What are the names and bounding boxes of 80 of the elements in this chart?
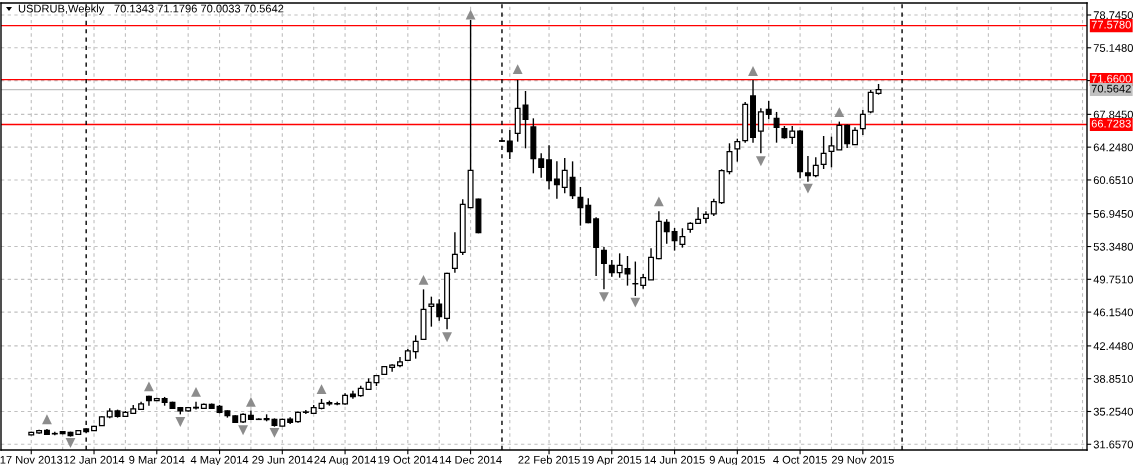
y-tick-label: 64.2480 bbox=[1093, 143, 1133, 152]
candlestick bbox=[734, 137, 741, 163]
x-tick-label: 19 Oct 2014 bbox=[378, 455, 438, 464]
candlestick bbox=[648, 247, 655, 281]
y-tick-label: 56.9450 bbox=[1093, 210, 1133, 218]
candlestick bbox=[757, 107, 764, 155]
y-tick-label: 60.6510 bbox=[1093, 176, 1133, 185]
x-tick-label: 19 Apr 2015 bbox=[582, 455, 642, 465]
x-tick-label: 22 Feb 2015 bbox=[518, 455, 580, 464]
point bbox=[465, 9, 476, 20]
candlestick bbox=[553, 160, 560, 200]
candlestick bbox=[561, 157, 568, 195]
point bbox=[191, 387, 201, 397]
y-tick-label: 42.4480 bbox=[1093, 342, 1133, 351]
point bbox=[269, 428, 280, 438]
candlestick bbox=[522, 90, 529, 150]
ref-line-label: 66.7283 bbox=[1091, 119, 1131, 128]
ref-line-label: 71.6600 bbox=[1091, 74, 1131, 83]
point bbox=[42, 414, 52, 425]
point bbox=[834, 107, 845, 117]
candlestick bbox=[600, 246, 607, 291]
candlestick bbox=[695, 206, 702, 225]
candlestick bbox=[506, 129, 513, 160]
candlestick bbox=[773, 111, 780, 144]
candlestick bbox=[812, 156, 819, 179]
candlestick bbox=[828, 135, 835, 168]
point bbox=[418, 274, 429, 285]
x-tick-label: 4 May 2014 bbox=[190, 455, 249, 465]
x-tick-label: 14 Jun 2015 bbox=[644, 455, 705, 464]
point bbox=[246, 397, 256, 407]
x-tick-label: 9 Aug 2015 bbox=[709, 455, 765, 465]
candlestick bbox=[577, 186, 584, 227]
candlestick bbox=[765, 100, 772, 121]
point bbox=[653, 196, 664, 207]
y-tick-label: 75.1480 bbox=[1093, 44, 1133, 52]
y-tick-label: 67.8450 bbox=[1093, 110, 1133, 119]
y-tick-label: 46.1540 bbox=[1093, 308, 1133, 317]
candlestick bbox=[428, 295, 435, 328]
x-tick-label: 17 Nov 2013 bbox=[0, 455, 63, 464]
candlestick bbox=[569, 160, 576, 200]
x-tick-label: 4 Oct 2015 bbox=[773, 455, 827, 464]
y-tick-label: 49.7510 bbox=[1093, 275, 1133, 284]
x-tick-label: 29 Jun 2014 bbox=[252, 455, 313, 464]
point bbox=[175, 417, 186, 427]
x-tick-label: 29 Nov 2015 bbox=[831, 455, 894, 464]
candlestick bbox=[412, 334, 419, 360]
y-tick-label: 38.8510 bbox=[1093, 374, 1133, 383]
candlestick bbox=[859, 109, 866, 136]
point bbox=[755, 156, 766, 167]
point bbox=[599, 292, 609, 303]
candlestick bbox=[436, 298, 443, 322]
point bbox=[442, 332, 452, 343]
candlestick bbox=[804, 155, 811, 183]
candlestick bbox=[546, 144, 553, 191]
x-tick-label: 24 Aug 2014 bbox=[314, 455, 376, 465]
y-tick-label: 31.6570 bbox=[1093, 440, 1133, 449]
point bbox=[144, 381, 154, 392]
candlestick bbox=[538, 152, 545, 179]
x-tick-label: 14 Dec 2014 bbox=[439, 455, 502, 464]
ref-line-label: 77.5780 bbox=[1091, 20, 1131, 29]
point bbox=[238, 425, 248, 436]
point bbox=[65, 438, 76, 448]
point bbox=[748, 66, 758, 76]
candlestick bbox=[585, 197, 592, 224]
point bbox=[630, 297, 641, 308]
ref-line-label: 70.5642 bbox=[1091, 84, 1131, 93]
chart-title: USDRUB,Weekly bbox=[18, 4, 105, 15]
candlestick bbox=[820, 135, 827, 170]
point bbox=[512, 64, 523, 75]
point bbox=[316, 384, 327, 395]
y-tick-label: 35.2540 bbox=[1093, 407, 1133, 416]
y-tick-label: 53.3480 bbox=[1093, 242, 1133, 251]
point bbox=[803, 183, 813, 194]
chart-subtitle: 70.1343 71.1796 70.0033 70.5642 bbox=[114, 4, 284, 13]
candlestick bbox=[193, 400, 199, 411]
candlestick bbox=[663, 218, 670, 245]
y-tick-label: 78.7450 bbox=[1093, 11, 1133, 20]
x-tick-label: 12 Jan 2014 bbox=[64, 455, 125, 464]
x-tick-label: 9 Mar 2014 bbox=[129, 455, 185, 464]
candlestick bbox=[451, 231, 458, 274]
